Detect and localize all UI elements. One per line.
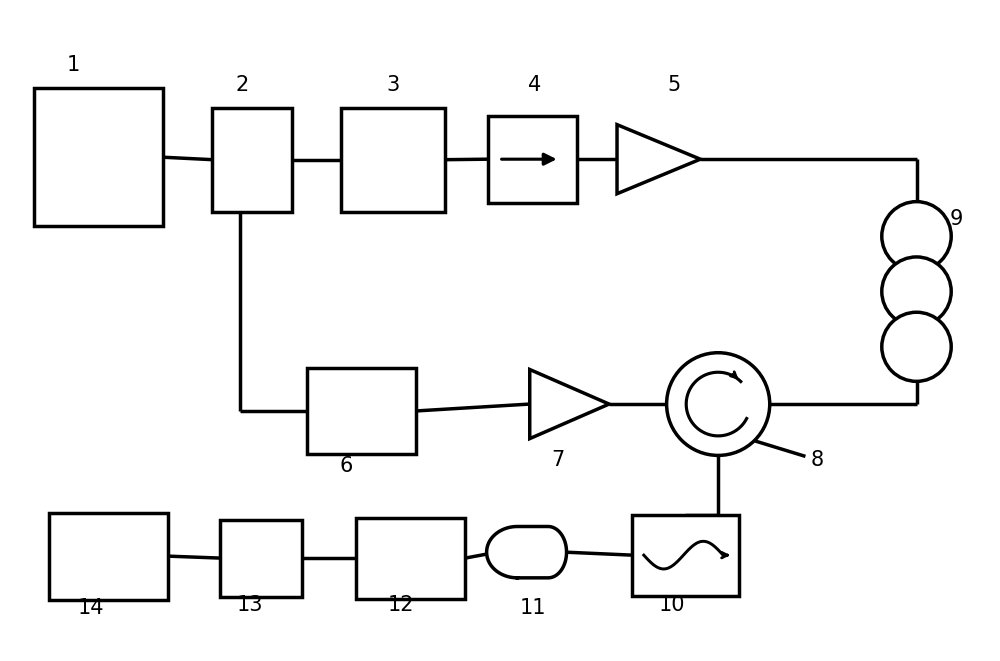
Text: 6: 6 (340, 456, 353, 477)
Bar (34, 88, 163, 226)
Polygon shape (487, 527, 567, 578)
Polygon shape (617, 125, 700, 194)
Text: 4: 4 (528, 75, 541, 95)
Text: 10: 10 (658, 594, 685, 615)
Circle shape (882, 312, 951, 381)
Circle shape (882, 202, 951, 271)
Bar (488, 116, 577, 203)
Bar (212, 108, 292, 212)
Bar (220, 520, 302, 597)
Bar (307, 368, 416, 454)
Text: 11: 11 (519, 598, 546, 619)
Polygon shape (530, 369, 609, 439)
Text: 2: 2 (236, 75, 249, 95)
Text: 14: 14 (78, 598, 105, 619)
Circle shape (667, 353, 770, 455)
Bar (49, 513, 168, 600)
Text: 3: 3 (386, 75, 400, 95)
Bar (356, 518, 465, 599)
Text: 5: 5 (667, 75, 680, 95)
Text: 1: 1 (67, 56, 80, 75)
Text: 8: 8 (811, 450, 824, 471)
Text: 7: 7 (551, 450, 564, 471)
Text: 13: 13 (237, 594, 263, 615)
Bar (341, 108, 445, 212)
Circle shape (882, 257, 951, 326)
Text: 12: 12 (388, 594, 414, 615)
Text: 9: 9 (949, 210, 963, 229)
Bar (632, 515, 739, 596)
